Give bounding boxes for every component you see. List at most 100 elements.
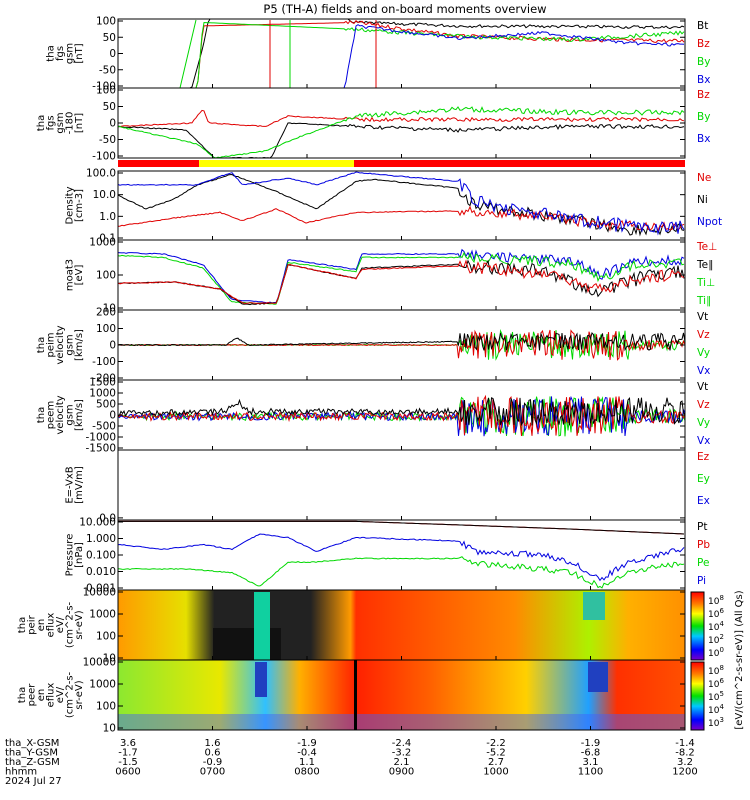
series-te-perp xyxy=(117,259,685,304)
legend-Bx: Bx xyxy=(697,74,710,86)
panel-frame xyxy=(117,87,686,159)
y-tick-label: 100 xyxy=(96,323,116,335)
axis-row-label: tha_Z-GSM xyxy=(5,757,60,768)
axis-col-z: 3.1 xyxy=(583,757,599,768)
axis-col-t: 1200 xyxy=(672,767,697,778)
series-npot xyxy=(117,171,685,236)
y-axis-label: [mV/m] xyxy=(74,466,85,504)
colorbar-tick: 103 xyxy=(708,716,724,729)
axis-col-y: -3.2 xyxy=(392,748,412,759)
axis-col-t: 1100 xyxy=(578,767,603,778)
axis-col-z: 2.1 xyxy=(394,757,410,768)
y-tick-label: 10000 xyxy=(83,587,116,599)
y-tick-label: 50 xyxy=(103,101,116,113)
y-tick-label: 100 xyxy=(96,270,116,282)
panel-8-traces xyxy=(117,520,685,589)
y-axis-label: peir xyxy=(27,614,38,634)
y-tick-label: 100 xyxy=(96,85,116,97)
y-tick-label: 1.0 xyxy=(99,211,116,223)
axis-col-y: -1.7 xyxy=(118,748,138,759)
y-tick-label: 0 xyxy=(109,410,116,422)
y-axis-label: fgs xyxy=(46,115,57,130)
series-ti-par xyxy=(117,251,685,305)
colorbar-tick: 104 xyxy=(708,703,724,716)
y-tick-label: 50 xyxy=(103,32,116,44)
colorbar-tick: 108 xyxy=(708,594,724,607)
axis-col-t: 0600 xyxy=(115,767,140,778)
panel-2-traces xyxy=(117,106,685,159)
electron-spectrogram-band xyxy=(255,662,267,697)
y-axis-label: eV/ xyxy=(55,686,66,703)
axis-row-label: hhmm xyxy=(5,767,37,778)
legend-Vx: Vx xyxy=(697,365,710,377)
series-te-par xyxy=(117,259,685,306)
y-axis-label: sr-eV) xyxy=(74,680,85,709)
series-pi xyxy=(117,533,685,582)
series-bz xyxy=(117,109,685,128)
panel-7: 0.0 E=-VxB[mV/m] Ez Ey Ex xyxy=(65,449,710,524)
y-axis-label: [cm-3] xyxy=(74,189,85,222)
colorbar-tick: 106 xyxy=(708,677,724,690)
axis-col-y: -5.2 xyxy=(486,748,506,759)
y-tick-label: 10 xyxy=(103,723,116,735)
y-tick-label: 0.100 xyxy=(86,550,116,562)
y-tick-label: 100 xyxy=(96,16,116,28)
y-axis-label: eflux xyxy=(46,613,57,638)
colorbar-tick: 102 xyxy=(708,633,724,646)
axis-col-x: -1.4 xyxy=(675,738,695,749)
y-tick-label: 200 xyxy=(96,307,116,319)
legend-By: By xyxy=(697,56,710,68)
y-axis-label: en xyxy=(36,689,47,702)
series-ti-perp xyxy=(117,248,685,304)
panel-4-traces xyxy=(117,248,685,306)
y-axis-label: Pressure xyxy=(65,534,76,577)
y-tick-label: 0.001 xyxy=(86,583,116,595)
axis-row-label: tha_Y-GSM xyxy=(5,748,58,759)
series-bz xyxy=(118,19,685,89)
legend-Ni: Ni xyxy=(697,194,708,206)
axis-col-t: 0700 xyxy=(200,767,225,778)
axis-col-z: -0.9 xyxy=(203,757,223,768)
mode-bar-segment xyxy=(199,160,354,167)
y-axis-label: eV/ xyxy=(55,616,66,633)
y-tick-label: 0 xyxy=(109,340,116,352)
y-axis-label: velocity xyxy=(55,325,66,364)
legend-Vz: Vz xyxy=(697,399,710,411)
y-axis-label: [km/s] xyxy=(74,329,85,361)
y-tick-label: 0 xyxy=(109,48,116,60)
mode-bar xyxy=(118,160,685,167)
legend-Npot: Npot xyxy=(697,216,722,228)
y-axis-label: tha xyxy=(36,337,47,353)
axis-col-t: 0900 xyxy=(389,767,414,778)
y-tick-label: 0.010 xyxy=(86,566,116,578)
legend-Bx: Bx xyxy=(697,133,710,145)
y-tick-label: -200 xyxy=(92,373,116,385)
y-tick-label: 1000 xyxy=(89,388,116,400)
axis-col-z: 3.2 xyxy=(677,757,693,768)
axis-col-y: 0.6 xyxy=(205,748,221,759)
y-axis-label: sr-eV) xyxy=(74,610,85,639)
y-axis-label: gsm xyxy=(55,112,66,133)
colorbar-bottom xyxy=(690,661,705,731)
axis-col-x: 1.6 xyxy=(205,738,221,749)
y-axis-label: moat3 xyxy=(65,259,76,291)
ion-spectrogram-band xyxy=(583,592,605,620)
y-tick-label: 100 xyxy=(96,701,116,713)
legend-Vy: Vy xyxy=(697,417,710,429)
y-axis-label: (cm^2-s- xyxy=(65,671,76,718)
axis-col-t: 1000 xyxy=(483,767,508,778)
legend-Pi: Pi xyxy=(697,575,706,587)
series-pe xyxy=(117,556,685,589)
y-axis-label: en xyxy=(36,619,47,632)
y-tick-label: 1000 xyxy=(89,237,116,249)
y-tick-label: 500 xyxy=(96,399,116,411)
legend-Pt: Pt xyxy=(697,521,707,533)
y-tick-label: -100 xyxy=(92,356,116,368)
legend-Bz: Bz xyxy=(697,38,710,50)
y-axis-label: eflux xyxy=(46,683,57,708)
panel-5-traces xyxy=(117,328,686,361)
axis-col-y: -0.4 xyxy=(297,748,317,759)
legend-Bz: Bz xyxy=(697,89,710,101)
